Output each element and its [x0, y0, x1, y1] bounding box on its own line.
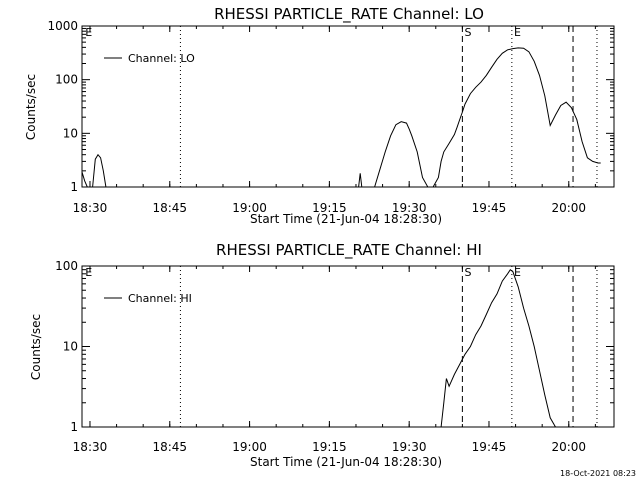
x-tick-label: 19:45	[472, 201, 507, 215]
event-marker-label: S	[465, 26, 472, 39]
y-axis-label: Counts/sec	[29, 314, 43, 380]
y-tick-label: 1	[70, 420, 78, 434]
y-tick-label: 1	[70, 180, 78, 194]
x-tick-label: 18:45	[152, 440, 187, 454]
chart-title: RHESSI PARTICLE_RATE Channel: LO	[214, 5, 484, 24]
panel-hi: RHESSI PARTICLE_RATE Channel: HI Counts/…	[29, 241, 615, 469]
x-tick-label: 19:30	[392, 440, 427, 454]
panel-lo: RHESSI PARTICLE_RATE Channel: LO Counts/…	[24, 5, 615, 226]
y-tick-label: 10	[63, 126, 78, 140]
series-line	[440, 268, 556, 428]
x-tick-label: 19:30	[392, 201, 427, 215]
x-axis-label: Start Time (21-Jun-04 18:28:30)	[250, 455, 442, 469]
y-tick-label: 100	[55, 73, 78, 87]
x-tick-label: 19:00	[232, 201, 267, 215]
x-tick-label: 19:45	[472, 440, 507, 454]
legend-label: Channel: HI	[128, 292, 192, 305]
y-tick-label: 10	[63, 340, 78, 354]
y-axis-label: Counts/sec	[24, 74, 38, 140]
x-tick-label: 20:00	[551, 440, 586, 454]
x-tick-label: 18:30	[73, 201, 108, 215]
x-tick-label: 18:30	[73, 440, 108, 454]
x-tick-label: 18:45	[152, 201, 187, 215]
event-marker-label: E	[514, 26, 521, 39]
legend-label: Channel: LO	[128, 52, 195, 65]
event-marker-label: E	[85, 266, 92, 279]
plot-frame	[81, 25, 615, 188]
x-tick-label: 20:00	[551, 201, 586, 215]
event-marker-label: E	[85, 26, 92, 39]
x-tick-label: 19:15	[312, 201, 347, 215]
y-tick-label: 1000	[47, 19, 78, 33]
x-tick-label: 19:00	[232, 440, 267, 454]
y-tick-label: 100	[55, 259, 78, 273]
x-axis-label: Start Time (21-Jun-04 18:28:30)	[250, 212, 442, 226]
series-line	[81, 47, 601, 188]
x-tick-label: 19:15	[312, 440, 347, 454]
chart-title: RHESSI PARTICLE_RATE Channel: HI	[216, 241, 482, 260]
timestamp: 18-Oct-2021 08:23	[560, 469, 636, 478]
event-marker-label: E	[514, 266, 521, 279]
event-marker-label: S	[465, 266, 472, 279]
